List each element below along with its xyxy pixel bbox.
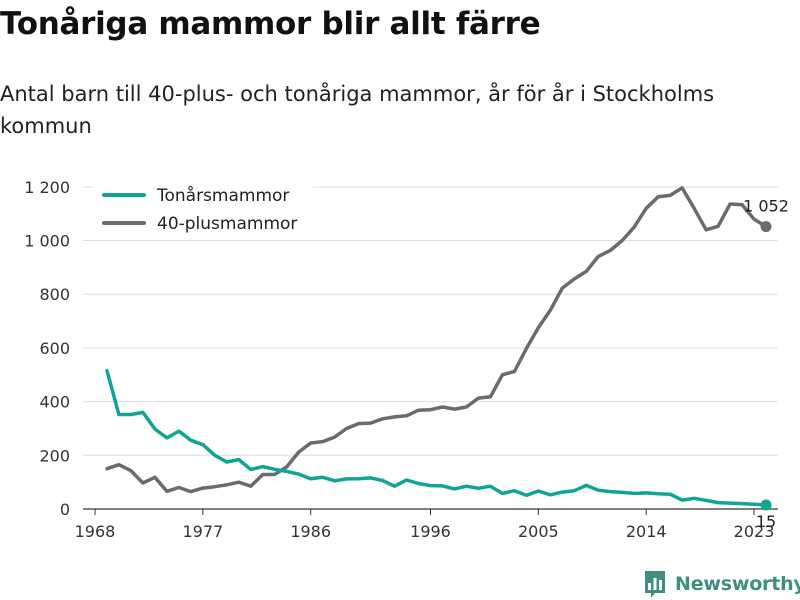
series-end-point	[760, 499, 772, 511]
chart-subtitle: Antal barn till 40-plus- och tonåriga ma…	[0, 82, 715, 138]
chart-legend: Tonårsmammor 40-plusmammor	[93, 178, 313, 240]
series-end-label: 1 052	[743, 197, 789, 216]
bar-chart-logo-icon	[645, 571, 665, 598]
x-tick-label: 1996	[410, 522, 451, 541]
series-end-label: 15	[756, 512, 776, 531]
brand-name: Newsworthy	[675, 573, 800, 595]
legend-label: Tonårsmammor	[156, 185, 289, 206]
chart-series: 1 052 15	[105, 186, 789, 531]
x-tick-label: 1986	[290, 522, 331, 541]
y-tick-label: 1 000	[24, 232, 70, 251]
series-line-40-plusmammor	[105, 186, 768, 494]
x-tick-label: 2005	[518, 522, 559, 541]
y-tick-label: 0	[60, 500, 70, 519]
x-tick-label: 2014	[626, 522, 667, 541]
x-tick-label: 2023	[734, 522, 775, 541]
chart-title: Tonåriga mammor blir allt färre	[0, 6, 541, 42]
x-tick-label: 1977	[182, 522, 223, 541]
series-line-tonarsmammor	[105, 368, 768, 507]
y-tick-label: 800	[39, 285, 70, 304]
y-tick-label: 600	[39, 339, 70, 358]
newsworthy-logo: Newsworthy	[643, 569, 800, 599]
grid-lines	[83, 186, 778, 510]
y-axis-tick-labels: 0 200 400 600 800 1 000 1 200	[24, 178, 70, 519]
series-end-point	[760, 221, 772, 233]
legend-background	[93, 178, 313, 240]
x-tick-label: 1968	[75, 522, 116, 541]
y-tick-label: 1 200	[24, 178, 70, 197]
y-tick-label: 200	[39, 446, 70, 465]
y-tick-label: 400	[39, 393, 70, 412]
x-axis-tick-labels: 1968 1977 1986 1996 2005 2014 2023	[75, 509, 775, 541]
legend-label: 40-plusmammor	[157, 214, 297, 234]
